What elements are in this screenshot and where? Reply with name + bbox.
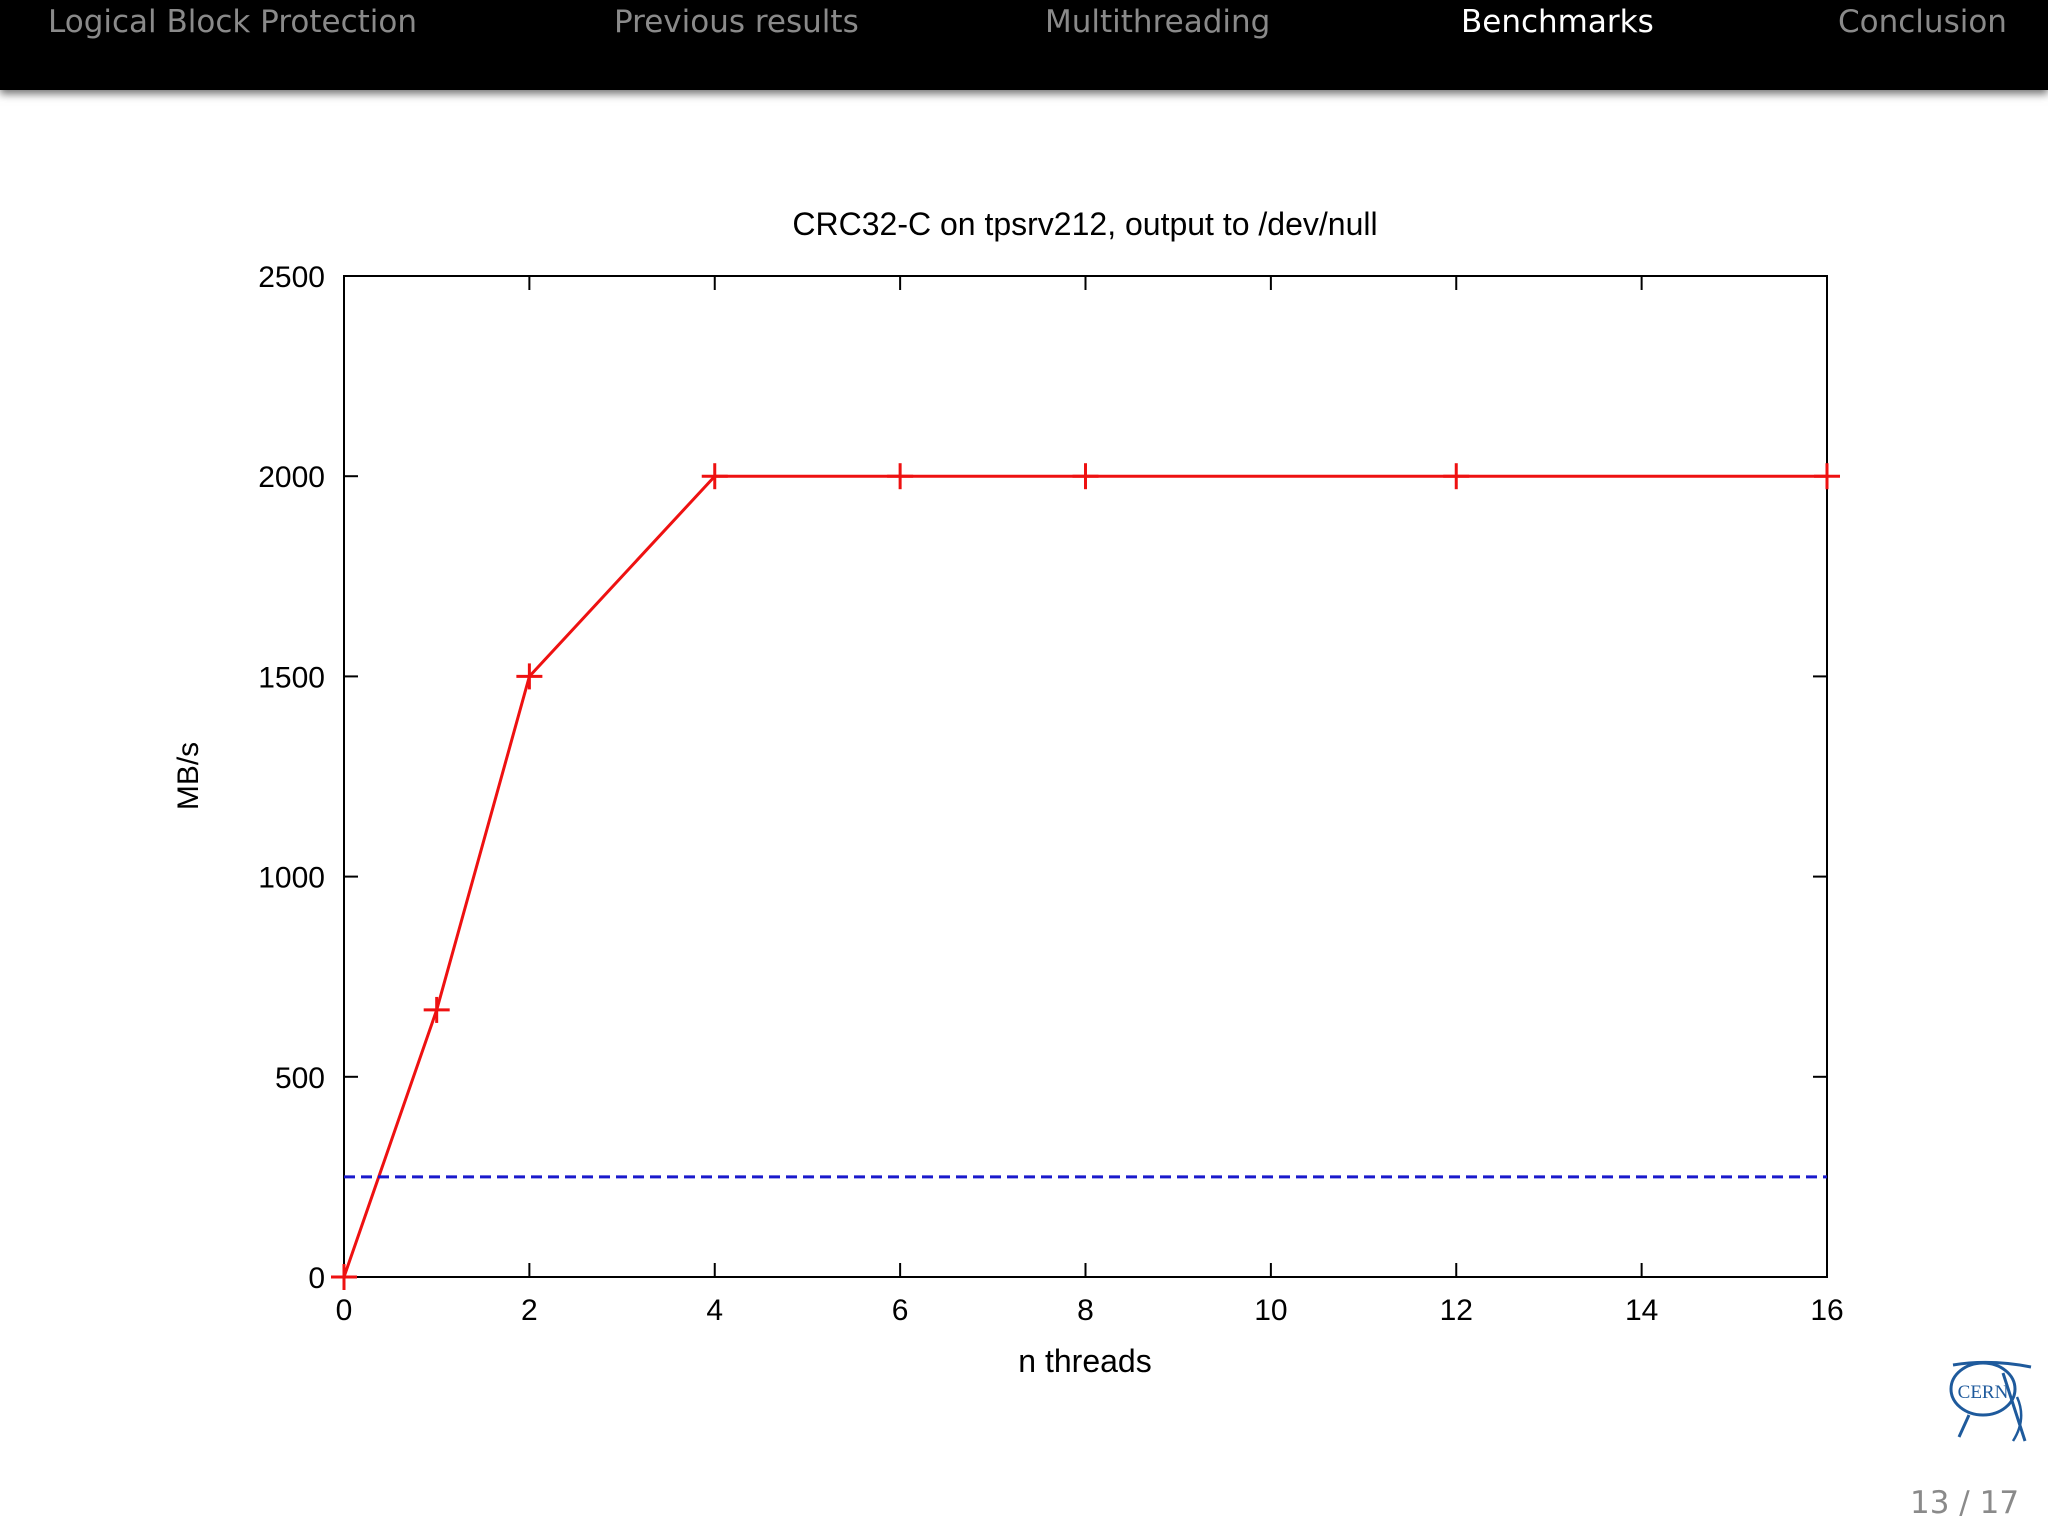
data-point-marker (331, 1264, 357, 1290)
y-tick-label: 500 (275, 1062, 325, 1095)
cern-logo: CERN (1949, 1360, 2032, 1442)
svg-text:CERN: CERN (1958, 1382, 2009, 1403)
data-point-marker (1443, 463, 1470, 490)
data-point-marker (516, 663, 543, 690)
x-tick-label: 10 (1254, 1294, 1287, 1327)
nav-item-conclusion[interactable]: Conclusion (1838, 4, 2007, 40)
plot-frame (343, 275, 1828, 1278)
data-point-marker (1814, 463, 1840, 490)
x-axis-label: n threads (1018, 1343, 1151, 1379)
x-tick-label: 14 (1625, 1294, 1658, 1327)
nav-item-previous-results[interactable]: Previous results (614, 4, 859, 40)
data-point-marker (1072, 463, 1099, 490)
series-line (342, 474, 1827, 1278)
data-point-marker (423, 996, 450, 1023)
y-axis-label: MB/s (172, 742, 205, 810)
x-tick-label: 16 (1810, 1294, 1843, 1327)
y-tick-label: 1500 (258, 661, 325, 694)
x-tick-label: 6 (892, 1294, 909, 1327)
chart-title: CRC32-C on tpsrv212, output to /dev/null (792, 206, 1377, 242)
data-point-marker (887, 463, 914, 490)
y-tick-label: 1000 (258, 862, 325, 895)
x-tick-label: 0 (336, 1294, 353, 1327)
y-tick-label: 2000 (258, 461, 325, 494)
navigation-bar: Logical Block Protection Previous result… (0, 0, 2048, 90)
y-tick-label: 0 (308, 1262, 325, 1295)
x-tick-label: 12 (1440, 1294, 1473, 1327)
y-tick-label: 2500 (258, 261, 325, 294)
nav-item-multithreading[interactable]: Multithreading (1045, 4, 1271, 40)
page-number: 13 / 17 (1910, 1485, 2020, 1521)
x-tick-label: 8 (1077, 1294, 1094, 1327)
nav-item-benchmarks[interactable]: Benchmarks (1461, 4, 1654, 40)
nav-item-logical-block-protection[interactable]: Logical Block Protection (48, 4, 418, 40)
x-tick-label: 4 (706, 1294, 723, 1327)
data-point-marker (701, 463, 728, 490)
x-tick-label: 2 (521, 1294, 538, 1327)
